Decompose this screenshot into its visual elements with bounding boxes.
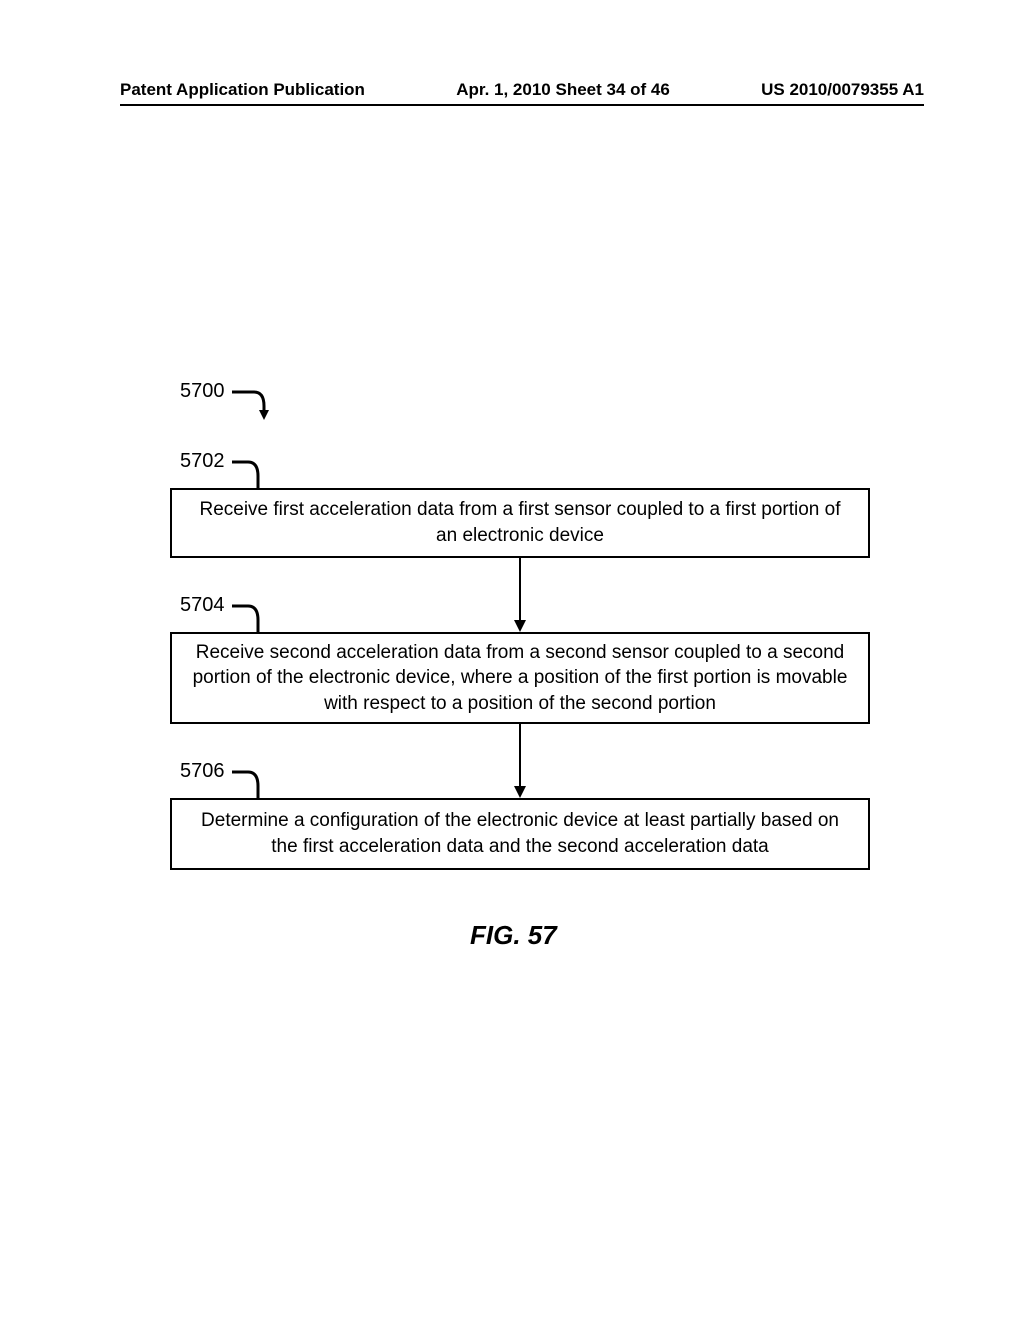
page-header: Patent Application Publication Apr. 1, 2… [120, 80, 924, 100]
ref-5702: 5702 [180, 450, 225, 473]
step-box-5702: Receive first acceleration data from a f… [170, 488, 870, 558]
header-left: Patent Application Publication [120, 80, 365, 100]
ref-5700: 5700 [180, 380, 225, 403]
leader-5704 [230, 600, 270, 636]
header-rule [120, 104, 924, 106]
leader-5706 [230, 766, 270, 802]
figure-caption: FIG. 57 [470, 920, 557, 951]
arrow-5702-5704 [510, 558, 530, 632]
step-text-5702: Receive first acceleration data from a f… [190, 497, 850, 548]
step-text-5704: Receive second acceleration data from a … [190, 640, 850, 717]
header-center: Apr. 1, 2010 Sheet 34 of 46 [456, 80, 670, 100]
leader-5700 [230, 386, 280, 426]
step-box-5706: Determine a configuration of the electro… [170, 798, 870, 870]
page: Patent Application Publication Apr. 1, 2… [0, 0, 1024, 1320]
ref-5704: 5704 [180, 594, 225, 617]
ref-5706: 5706 [180, 760, 225, 783]
leader-5702 [230, 456, 270, 492]
step-text-5706: Determine a configuration of the electro… [190, 808, 850, 859]
step-box-5704: Receive second acceleration data from a … [170, 632, 870, 724]
header-right: US 2010/0079355 A1 [761, 80, 924, 100]
arrow-5704-5706 [510, 724, 530, 798]
